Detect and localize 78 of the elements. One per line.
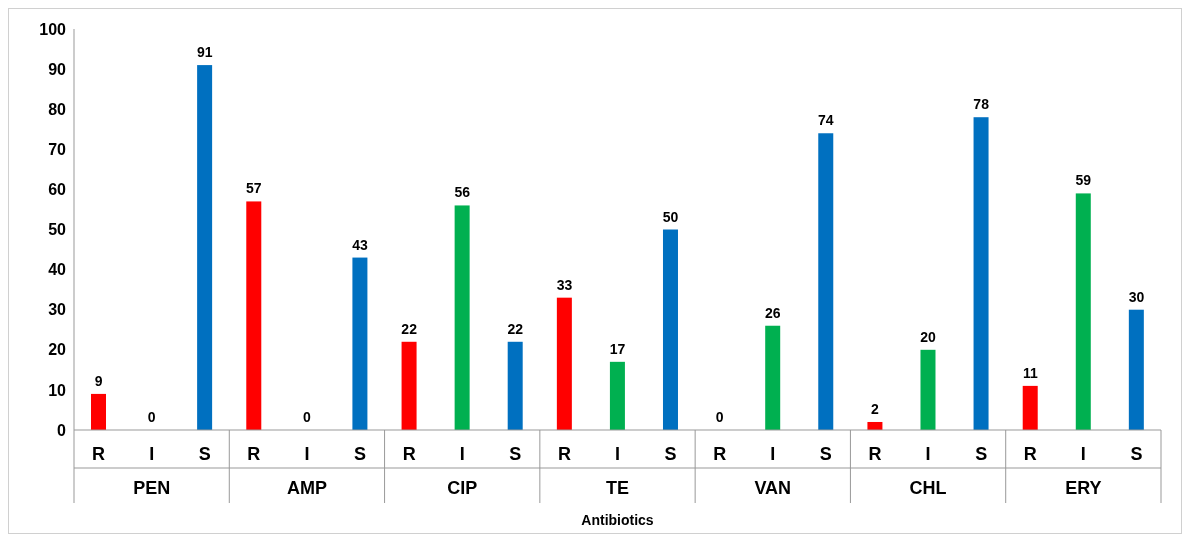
data-label: 56: [454, 184, 471, 201]
text: S: [819, 444, 832, 464]
y-tick-label: 20: [48, 341, 67, 359]
data-label: 22: [401, 320, 418, 337]
text: S: [353, 444, 366, 464]
data-label: 20: [920, 328, 937, 345]
x-tick-label: CHL: [909, 478, 947, 498]
series-label: S: [198, 444, 211, 464]
bar: [91, 393, 106, 430]
bar: [507, 341, 523, 430]
bar: [973, 117, 989, 430]
data-label: 43: [352, 236, 368, 253]
y-tick-label: 60: [48, 181, 67, 199]
bar: [765, 325, 781, 430]
x-tick-label: VAN: [754, 478, 792, 498]
bar: [556, 297, 572, 430]
data-label: 0: [147, 409, 156, 425]
data-label: 74: [818, 112, 834, 129]
y-tick-label: 30: [48, 301, 67, 319]
data-label: 30: [1128, 288, 1145, 305]
data-label: 78: [973, 96, 990, 113]
bar: [920, 349, 936, 430]
bar: [197, 65, 213, 430]
y-tick-label: 10: [48, 381, 67, 399]
text: I: [304, 444, 310, 464]
text: R: [92, 444, 106, 464]
data-label: 2: [871, 400, 880, 417]
text: S: [1130, 444, 1143, 464]
text: I: [925, 444, 931, 464]
y-tick-label: 50: [48, 221, 67, 239]
data-label: 22: [507, 320, 524, 337]
bar: [1022, 385, 1038, 430]
x-tick-label: ERY: [1065, 478, 1102, 498]
y-tick-label: 80: [48, 100, 67, 118]
series-label: R: [713, 444, 727, 464]
text: S: [509, 444, 522, 464]
x-tick-label: PEN: [133, 478, 171, 498]
data-label: 0: [303, 409, 312, 425]
data-label: 26: [765, 304, 781, 321]
data-label: 11: [1022, 364, 1038, 381]
data-label: 57: [246, 180, 262, 197]
x-axis-title: Antibiotics: [581, 512, 654, 528]
text: R: [868, 444, 882, 464]
x-tick-label: CIP: [447, 478, 478, 498]
y-tick-label: 0: [57, 421, 67, 439]
text: I: [1080, 444, 1086, 464]
text: R: [247, 444, 261, 464]
bar: [662, 229, 678, 430]
text: S: [664, 444, 677, 464]
bar: [1128, 309, 1144, 430]
x-tick-label: TE: [605, 478, 630, 498]
bar: [1075, 193, 1091, 430]
data-label: 0: [715, 409, 724, 425]
text: R: [1023, 444, 1037, 464]
bar: [818, 133, 834, 430]
data-label: 50: [662, 208, 679, 225]
data-label: 33: [556, 276, 573, 293]
text: I: [459, 444, 465, 464]
y-tick-label: 90: [48, 60, 67, 78]
bar: [401, 341, 417, 430]
data-label: 59: [1075, 172, 1092, 189]
text: S: [975, 444, 988, 464]
x-tick-label: AMP: [286, 478, 327, 498]
bar: [352, 257, 368, 430]
text: R: [402, 444, 416, 464]
series-label: I: [149, 444, 155, 464]
text: I: [770, 444, 776, 464]
text: I: [614, 444, 621, 464]
text: R: [557, 444, 571, 464]
y-tick-label: 100: [39, 20, 67, 38]
bar: [454, 205, 470, 430]
y-tick-label: 40: [48, 261, 67, 279]
data-label: 9: [94, 372, 103, 389]
bar: [609, 361, 625, 430]
data-label: 17: [609, 340, 626, 357]
bar: [246, 201, 262, 430]
y-tick-label: 70: [48, 140, 67, 158]
data-label: 91: [196, 44, 213, 61]
